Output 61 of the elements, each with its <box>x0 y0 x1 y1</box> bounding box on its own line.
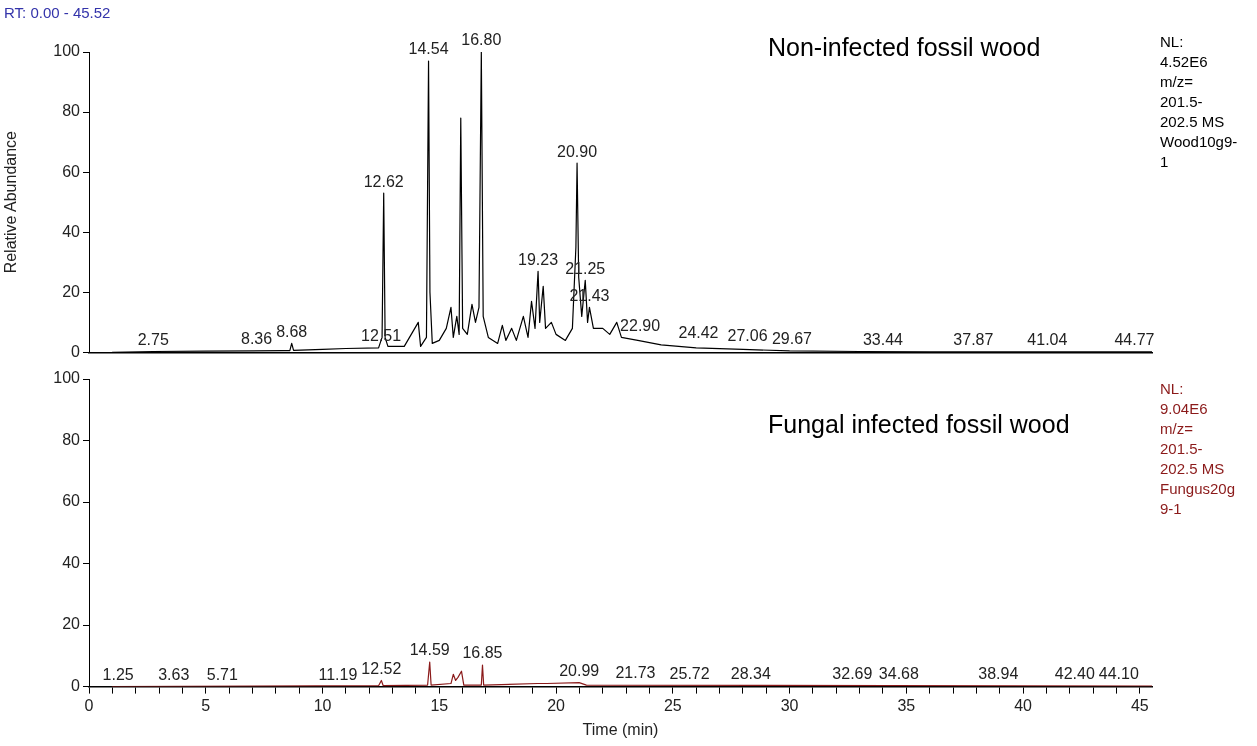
annotation: 16.85 <box>462 644 503 662</box>
y-tick-label: 60 <box>62 492 81 510</box>
annotation: 14.59 <box>409 641 450 659</box>
x-tick-label: 35 <box>897 696 916 714</box>
chart-title: Non-infected fossil wood <box>768 33 1041 62</box>
annotation: 22.90 <box>620 316 661 334</box>
y-tick-label: 40 <box>62 222 81 240</box>
annotation: 44.77 <box>1114 331 1155 349</box>
y-tick-label: 0 <box>71 677 81 695</box>
x-tick-label: 30 <box>780 696 799 714</box>
annotation: 14.54 <box>408 40 449 58</box>
annotation: 8.36 <box>240 330 273 347</box>
annotation: 33.44 <box>862 330 904 348</box>
annotation: 20.99 <box>559 662 600 680</box>
y-tick-label: 80 <box>62 430 81 448</box>
annotation: 34.68 <box>878 665 919 683</box>
y-tick-label: 80 <box>62 102 81 120</box>
text: Fungal infected fossil wood <box>768 410 1070 439</box>
x-tick-label: 40 <box>1014 696 1033 714</box>
annotation: 41.04 <box>1027 331 1068 349</box>
annotation: 12.52 <box>361 659 402 677</box>
y-tick-label: 0 <box>71 342 81 360</box>
annotation: 8.68 <box>276 322 308 340</box>
y-tick-label: 20 <box>62 282 81 300</box>
chart-subtitle: RT: 0.00 - 45.52 <box>4 4 111 21</box>
annotation: 5.71 <box>206 666 239 684</box>
x-tick-label: 45 <box>1130 696 1149 714</box>
annotation: 1.25 <box>102 666 134 684</box>
y-tick-label: 100 <box>53 369 81 387</box>
annotation: 12.62 <box>363 172 404 190</box>
annotation: 28.34 <box>730 665 771 683</box>
y-axis-title: Relative Abundance <box>2 130 20 274</box>
annotation: 19.23 <box>518 250 559 268</box>
text: NL: 9.04E6 m/z= 201.5- 202.5 MS Fungus20g 9-1 <box>1160 379 1236 519</box>
annotation: 20.90 <box>557 142 598 160</box>
annotation: 37.87 <box>953 331 994 349</box>
annotation: 27.06 <box>727 327 768 345</box>
annotation: 25.72 <box>669 665 710 683</box>
x-tick-label: 5 <box>201 696 211 714</box>
annotation: 38.94 <box>978 665 1019 683</box>
annotation: 2.75 <box>137 330 169 348</box>
y-tick-label: 40 <box>62 553 81 571</box>
x-tick-label: 25 <box>663 696 682 714</box>
x-tick-label: 0 <box>84 696 94 714</box>
annotation: 29.67 <box>771 330 813 348</box>
x-axis-title: Time (min) <box>582 720 659 738</box>
y-tick-label: 20 <box>62 615 81 633</box>
x-tick-label: 15 <box>430 696 449 714</box>
x-tick-label: 20 <box>547 696 566 714</box>
annotation: 44.10 <box>1098 665 1139 683</box>
y-tick-label: 100 <box>53 42 81 60</box>
x-tick-label: 10 <box>313 696 332 714</box>
y-tick-label: 60 <box>62 162 81 180</box>
annotation: 21.73 <box>615 664 656 682</box>
annotation: 3.63 <box>158 666 190 684</box>
annotation: 42.40 <box>1054 665 1095 683</box>
annotation: 11.19 <box>318 666 358 684</box>
annotation: 24.42 <box>678 324 719 342</box>
annotation: 32.69 <box>832 665 873 683</box>
text: NL: 4.52E6 m/z= 201.5- 202.5 MS Wood10g9- 1 <box>1160 32 1238 172</box>
annotation: 16.80 <box>461 31 502 49</box>
